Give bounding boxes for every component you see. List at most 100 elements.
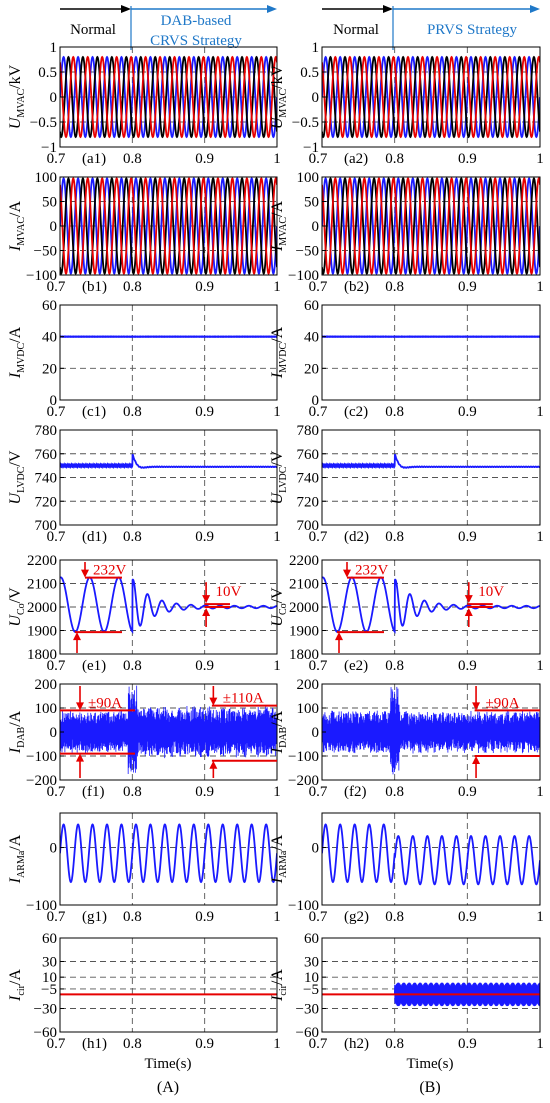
panel-label: (a2) bbox=[344, 151, 368, 167]
x-tick-label: 1 bbox=[536, 529, 544, 545]
x-tick-label: 1 bbox=[536, 279, 544, 295]
x-tick-label: 1 bbox=[536, 404, 544, 420]
y-axis-label-main: I bbox=[269, 877, 286, 884]
panel-g2: −100 0 0.7 0.8 0.9 1 (g2) IARMa/A bbox=[269, 812, 544, 925]
x-tick-label: 1 bbox=[273, 529, 281, 545]
series-line-dab bbox=[322, 686, 540, 775]
y-tick-label: −30 bbox=[34, 1002, 57, 1018]
panel-e1: 1800 1900 2000 2100 2200 0.7 0.8 0.9 1 (e1) UCo/V 2… bbox=[7, 553, 281, 674]
annotation-arrow-head bbox=[76, 753, 84, 762]
x-tick-label: 0.9 bbox=[458, 529, 477, 545]
x-tick-label: 0.9 bbox=[458, 784, 477, 800]
y-tick-label: −50 bbox=[296, 244, 319, 260]
x-tick-label: 0.8 bbox=[385, 784, 404, 800]
y-tick-label: −0.5 bbox=[292, 115, 319, 131]
y-axis-label-sub: MVAC bbox=[16, 217, 27, 246]
series-group bbox=[322, 576, 540, 634]
panel-label: (d1) bbox=[82, 529, 107, 545]
y-tick-label: −100 bbox=[288, 268, 319, 284]
normal-label-right: Normal bbox=[333, 22, 379, 38]
annotation-before: 232V bbox=[93, 563, 127, 579]
y-axis-label: IDAB/A bbox=[7, 710, 27, 754]
y-tick-label: 760 bbox=[35, 447, 58, 463]
column-label-a: (A) bbox=[157, 1079, 179, 1096]
x-tick-label: 1 bbox=[273, 909, 281, 925]
y-tick-label: 0 bbox=[50, 219, 58, 235]
y-tick-label: 0 bbox=[312, 725, 320, 741]
y-tick-label: 100 bbox=[35, 701, 58, 717]
y-axis-label-unit: /A bbox=[269, 326, 286, 342]
series-line bbox=[322, 55, 540, 139]
y-axis-label-main: U bbox=[7, 491, 24, 504]
panel-label: (h1) bbox=[82, 1036, 107, 1052]
y-axis-label-main: I bbox=[7, 877, 24, 884]
y-axis-label-sub: LVDC bbox=[16, 466, 27, 493]
annotation-arrow-head bbox=[472, 702, 481, 711]
y-tick-label: 780 bbox=[297, 423, 320, 439]
x-axis-label-right: Time(s) bbox=[407, 1056, 454, 1072]
y-tick-label: 0 bbox=[50, 841, 58, 857]
x-tick-label: 0.9 bbox=[458, 151, 477, 167]
panel-label: (h2) bbox=[344, 1036, 369, 1052]
panel-a1: −1 −0.5 0 0.5 1 0.7 0.8 0.9 1 (a1) UMVAC/kV bbox=[7, 40, 281, 167]
y-tick-label: 0 bbox=[50, 90, 58, 106]
x-tick-label: 0.8 bbox=[385, 404, 404, 420]
x-tick-label: 0.8 bbox=[385, 1036, 404, 1052]
column-label-b: (B) bbox=[419, 1079, 440, 1096]
plot-frame bbox=[59, 937, 278, 1033]
series-line bbox=[60, 177, 277, 275]
series-line bbox=[60, 55, 277, 139]
plot-frame bbox=[321, 937, 541, 1033]
y-tick-label: 0.5 bbox=[300, 65, 319, 81]
figure-footer: Time(s) Time(s) (A) (B) bbox=[145, 1056, 454, 1096]
y-tick-label: 0 bbox=[50, 393, 58, 409]
panel-d1: 700 720 740 760 780 0.7 0.8 0.9 1 (d1) ULVDC/V bbox=[7, 423, 281, 545]
y-axis-label-main: I bbox=[269, 747, 286, 754]
panel-label: (d2) bbox=[344, 529, 369, 545]
x-tick-label: 1 bbox=[273, 784, 281, 800]
y-tick-label: 100 bbox=[297, 701, 320, 717]
series-group bbox=[322, 982, 540, 1007]
panel-label: (f2) bbox=[344, 784, 367, 800]
annotation-after: ±90A bbox=[486, 695, 520, 711]
plot-frame bbox=[321, 812, 541, 906]
series-line bbox=[60, 177, 277, 275]
plot-frame bbox=[59, 304, 278, 401]
annotation-group: ±90A bbox=[472, 686, 540, 778]
y-tick-label: 50 bbox=[42, 195, 57, 211]
series-line bbox=[60, 823, 277, 884]
y-tick-label: −1 bbox=[41, 140, 57, 156]
annotation-after: 10V bbox=[216, 584, 242, 600]
y-axis-label: IMVAC/A bbox=[269, 201, 289, 252]
annotation-before: ±90A bbox=[88, 695, 122, 711]
y-tick-label: 30 bbox=[304, 955, 319, 971]
y-axis-label: IDAB/A bbox=[269, 710, 289, 754]
annotation-arrow-head bbox=[464, 608, 473, 616]
y-axis-label-sub: Co bbox=[278, 603, 289, 615]
y-axis-label-sub: DAB bbox=[16, 726, 27, 747]
y-axis-label-main: I bbox=[7, 372, 24, 379]
y-axis-label-main: U bbox=[7, 116, 24, 129]
x-tick-label: 0.8 bbox=[123, 909, 142, 925]
x-tick-label: 0.7 bbox=[47, 404, 66, 420]
y-tick-label: 2200 bbox=[289, 553, 319, 569]
series-line bbox=[322, 576, 540, 634]
y-axis-label-main: I bbox=[7, 245, 24, 252]
normal-arrow-left-head bbox=[121, 5, 131, 13]
y-tick-label: 100 bbox=[35, 170, 58, 186]
y-tick-label: −100 bbox=[26, 749, 57, 765]
series-group bbox=[322, 453, 540, 469]
y-axis-label: ULVDC/V bbox=[7, 450, 27, 504]
strategy-label-left-2: CRVS Strategy bbox=[150, 33, 242, 49]
annotation-group: ±90A ±110A bbox=[60, 686, 277, 778]
x-tick-label: 0.8 bbox=[123, 529, 142, 545]
annotation-after: ±110A bbox=[223, 691, 264, 707]
y-axis-label-unit: /A bbox=[269, 710, 286, 726]
panel-label: (b1) bbox=[82, 279, 107, 295]
strategy-label-right: PRVS Strategy bbox=[427, 22, 518, 38]
x-tick-label: 0.9 bbox=[195, 784, 214, 800]
y-tick-label: −100 bbox=[288, 749, 319, 765]
x-tick-label: 0.9 bbox=[458, 909, 477, 925]
series-line bbox=[322, 453, 540, 469]
y-tick-label: 20 bbox=[304, 361, 319, 377]
